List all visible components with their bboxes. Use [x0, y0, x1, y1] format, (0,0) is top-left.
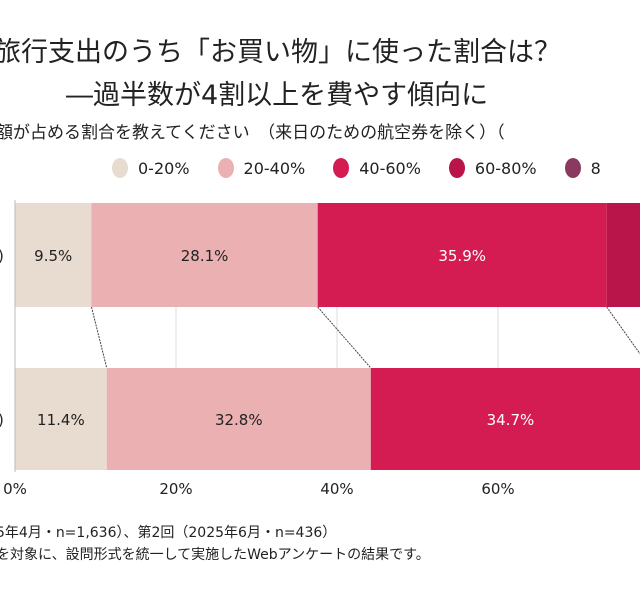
- legend-item-20-40: 20-40%: [217, 158, 306, 178]
- bar-segment: [606, 203, 640, 307]
- x-tick-label: 40%: [320, 480, 353, 498]
- legend-swatch: [333, 158, 350, 178]
- data-label: 32.8%: [215, 411, 263, 429]
- legend-label: 8: [590, 158, 601, 178]
- x-tick-label: 20%: [159, 480, 192, 498]
- bar-segment: [317, 203, 607, 307]
- legend: 0-20% 20-40% 40-60% 60-80% 8: [112, 158, 601, 178]
- legend-label: 60-80%: [474, 158, 537, 178]
- bar-segment: [91, 203, 318, 307]
- connector-line: [317, 306, 372, 369]
- legend-item-40-60: 40-60%: [333, 158, 421, 178]
- data-label: 28.1%: [181, 247, 229, 265]
- data-label: 34.7%: [487, 411, 535, 429]
- footnote-2: を対象に、設問形式を統一して実施したWebアンケートの結果です。: [0, 547, 430, 563]
- legend-swatch: [448, 158, 465, 178]
- data-label: 35.9%: [438, 247, 486, 265]
- footnote-1: 5年4月・n=1,636）、第2回（2025年6月・n=436）: [0, 525, 337, 541]
- legend-item-80-100: 8: [564, 158, 601, 178]
- connector-line: [606, 306, 640, 355]
- legend-label: 0-20%: [138, 158, 190, 178]
- connector-line: [90, 306, 108, 369]
- data-label: 11.4%: [37, 411, 85, 429]
- bar-segment: [15, 203, 92, 307]
- category-label: ): [0, 411, 4, 429]
- legend-item-0-20: 0-20%: [112, 158, 190, 178]
- x-tick-label: 0%: [3, 480, 27, 498]
- bar-segment: [106, 368, 371, 470]
- chart-title-line2: ―過半数が4割以上を費やす傾向に: [66, 80, 489, 111]
- legend-label: 20-40%: [243, 158, 306, 178]
- chart-subtitle: 額が占める割合を教えてください （来日のための航空券を除く）（: [0, 123, 505, 143]
- bar-segment: [15, 368, 107, 470]
- data-label: 9.5%: [34, 247, 72, 265]
- category-label: ): [0, 247, 4, 265]
- chart-title-line1: 旅行支出のうち「お買い物」に使った割合は？: [0, 37, 561, 68]
- x-tick-label: 60%: [481, 480, 514, 498]
- legend-swatch: [564, 158, 581, 178]
- bar-segment: [370, 368, 640, 470]
- legend-label: 40-60%: [359, 158, 421, 178]
- legend-item-60-80: 60-80%: [448, 158, 537, 178]
- legend-swatch: [217, 158, 234, 178]
- legend-swatch: [112, 158, 128, 178]
